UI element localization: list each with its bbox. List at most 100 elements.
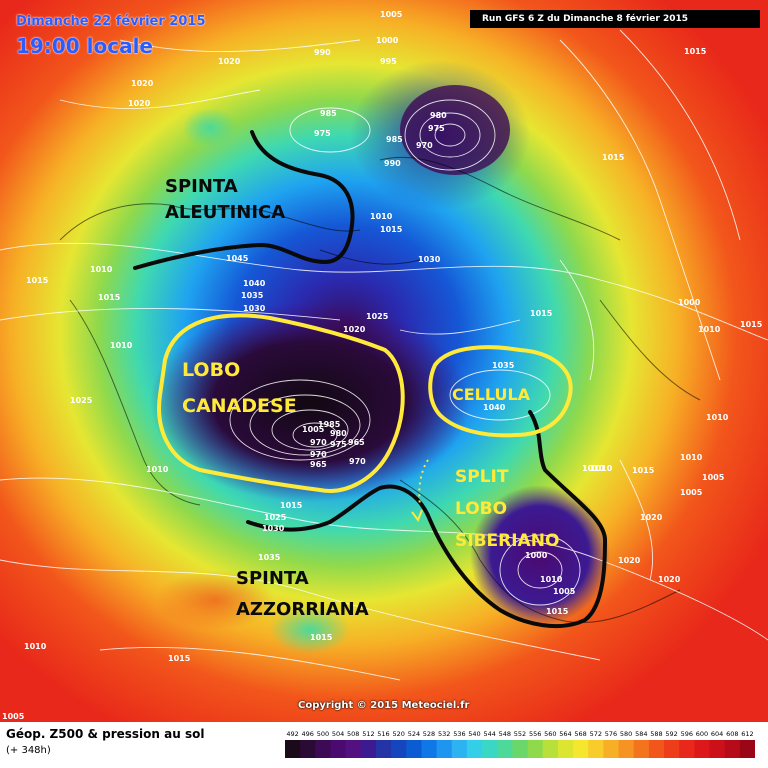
azores-high-core [155,570,275,630]
scale-swatch [451,740,468,758]
aleutian-push-label-1: SPINTA [165,176,238,197]
pressure-label: 985 [386,135,403,144]
scale-swatch [376,740,392,758]
pressure-label: 1005 [680,488,703,497]
cellula-label: CELLULA [452,385,531,404]
pressure-label: 1020 [131,79,154,88]
scale-swatch [360,740,377,758]
scale-swatch [345,740,362,758]
azores-push-label-2: AZZORRIANA [236,599,369,620]
pressure-label: 1025 [366,312,389,321]
scale-swatch [482,740,498,758]
pressure-label: 1000 [678,298,701,307]
scale-swatch [694,740,711,758]
pressure-label: 1010 [706,413,729,422]
pressure-label: 975 [428,124,445,133]
green-cell-south [270,606,350,654]
split-label-1: SPLIT [455,467,509,487]
pressure-label: 1020 [343,325,366,334]
pacific-low-core [400,85,510,175]
color-scale: 492 496 500 504 508 512 516 520 524 528 532 536 540 5… [285,730,755,758]
split-label-3: SIBERIANO [455,531,559,551]
scale-tick-label: 612 [741,730,753,738]
pressure-label: 1015 [546,607,569,616]
pressure-label: 970 [416,141,433,150]
scale-swatch [406,740,422,758]
pressure-label: 1010 [540,575,563,584]
scale-swatch [497,740,513,758]
copyright: Copyright © 2015 Meteociel.fr [298,700,470,711]
pressure-label: 1010 [680,453,703,462]
scale-swatch [739,740,755,758]
aleutian-push-line [133,130,355,270]
scale-tick-label: 604 [711,730,723,738]
scale-swatch [542,740,559,758]
pressure-label: 1010 [110,341,133,350]
scale-tick-label: 568 [574,730,586,738]
pressure-label: 1030 [262,524,285,533]
scale-tick-label: 512 [362,730,374,738]
scale-tick-label: 520 [392,730,404,738]
scale-swatch [436,740,453,758]
annotation-texts: SPINTA ALEUTINICA LOBO CANADESE CELLULA … [165,176,559,620]
pressure-label: 1015 [380,225,403,234]
pressure-label: 990 [384,159,401,168]
pressure-label: 1020 [640,513,663,522]
scale-tick-label: 556 [529,730,541,738]
canadian-lobe-label-2: CANADESE [182,395,297,417]
isobars [0,29,768,681]
pressure-label: 1010 [698,325,721,334]
scale-tick-label: 560 [544,730,556,738]
pressure-label: 1020 [618,556,641,565]
scale-tick-label: 504 [332,730,344,738]
split-dotted-line [418,459,429,506]
pressure-label: 990 [314,48,331,57]
pressure-label: 1010 [24,642,47,651]
pressure-label: 1015 [168,654,191,663]
pressure-label: 1020 [218,57,241,66]
jet-lines [133,130,607,628]
canadian-lobe-outline [157,313,405,493]
pressure-label: 1005 [380,10,403,19]
azores-push-label-1: SPINTA [236,568,309,589]
canadian-lobe-label-1: LOBO [182,359,240,381]
pressure-label: 1015 [26,276,49,285]
pressure-label: 970 [310,438,327,447]
pressure-label: 965 [348,438,365,447]
pressure-label: 1035 [258,553,281,562]
scale-tick-label: 596 [681,730,693,738]
scale-swatch [421,740,438,758]
scale-tick-label: 592 [665,730,677,738]
scale-swatch [315,740,331,758]
scale-tick-label: 540 [468,730,480,738]
pressure-label: 1015 [280,501,303,510]
scale-tick-label: 552 [514,730,526,738]
scale-tick-label: 528 [423,730,435,738]
scale-tick-label: 548 [499,730,511,738]
pressure-label: 1015 [310,633,333,642]
pressure-label: 1045 [226,254,249,263]
scale-tick-label: 508 [347,730,359,738]
scale-swatch [527,740,544,758]
scale-swatch [466,740,483,758]
scale-swatch [664,740,680,758]
scale-swatch [603,740,620,758]
scale-swatch [285,740,301,758]
scale-tick-label: 536 [453,730,465,738]
legend-subtitle: (+ 348h) [6,745,51,756]
pressure-label: 980 [330,429,347,438]
scale-tick-label: 496 [301,730,313,738]
pressure-label: 1015 [602,153,625,162]
scale-tick-label: 492 [286,730,298,738]
pressure-label: 970 [310,450,327,459]
scale-tick-label: 564 [559,730,571,738]
pressure-label: 1000 [525,551,548,560]
legend-title: Géop. Z500 & pression au sol [6,727,205,741]
pressure-label: 970 [349,457,366,466]
pressure-label: 1030 [243,304,266,313]
scale-tick-label: 544 [483,730,495,738]
scale-swatch [633,740,650,758]
pressure-label: 1015 [632,466,655,475]
scale-swatch [557,740,574,758]
